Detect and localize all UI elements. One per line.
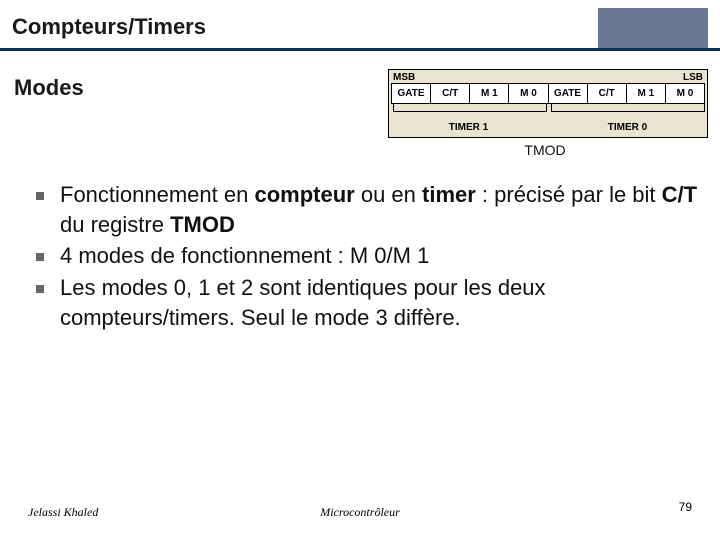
bracket-timer1 [393,104,547,112]
title-bar: Compteurs/Timers [0,0,720,48]
reg-cell: C/T [431,84,470,103]
text: ou en [355,182,422,207]
reg-cell: M 0 [666,84,704,103]
msb-label: MSB [393,72,415,83]
reg-cell: C/T [588,84,627,103]
bullet-list: Fonctionnement en compteur ou en timer :… [0,168,720,332]
register-cells: GATE C/T M 1 M 0 GATE C/T M 1 M 0 [391,83,705,104]
register-brackets [389,104,707,120]
reg-cell: GATE [392,84,431,103]
lsb-label: LSB [683,72,703,83]
text: : précisé par le bit [476,182,662,207]
text: 4 modes de fonctionnement : M 0/M 1 [60,243,429,268]
reg-cell: M 0 [509,84,548,103]
register-endian-labels: MSB LSB [389,70,707,83]
text: Les modes 0, 1 et 2 sont identiques pour… [60,275,546,330]
reg-cell: M 1 [470,84,509,103]
page-number: 79 [679,500,692,514]
reg-cell: GATE [549,84,588,103]
tmod-register-diagram: MSB LSB GATE C/T M 1 M 0 GATE C/T M 1 M … [388,69,708,138]
bracket-timer0 [551,104,705,112]
timer0-label: TIMER 0 [548,120,707,137]
list-item: 4 modes de fonctionnement : M 0/M 1 [36,241,702,271]
text: Fonctionnement en [60,182,254,207]
text: du registre [60,212,170,237]
page-title: Compteurs/Timers [12,14,598,48]
text-bold: compteur [254,182,354,207]
timer1-label: TIMER 1 [389,120,548,137]
subheading-row: Modes MSB LSB GATE C/T M 1 M 0 GATE C/T … [0,51,720,138]
list-item: Fonctionnement en compteur ou en timer :… [36,180,702,239]
subheading: Modes [14,69,388,101]
footer: Jelassi Khaled Microcontrôleur [0,505,720,520]
list-item: Les modes 0, 1 et 2 sont identiques pour… [36,273,702,332]
text-bold: C/T [662,182,697,207]
text-bold: timer [422,182,476,207]
register-timer-labels: TIMER 1 TIMER 0 [389,120,707,137]
text-bold: TMOD [170,212,235,237]
footer-author: Jelassi Khaled [28,505,98,520]
footer-course: Microcontrôleur [320,505,400,520]
reg-cell: M 1 [627,84,666,103]
title-accent-box [598,8,708,48]
tmod-caption: TMOD [370,138,720,168]
